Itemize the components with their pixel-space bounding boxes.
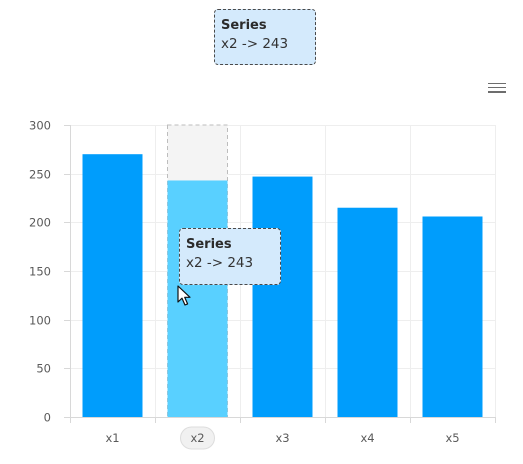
y-tick-label: 250 — [29, 168, 51, 182]
bar-x5[interactable] — [422, 216, 483, 417]
bar-x4[interactable] — [337, 207, 398, 417]
y-tick-label: 100 — [29, 314, 51, 328]
top-tooltip-value: x2 -> 243 — [221, 36, 289, 52]
x-tick-label: x5 — [445, 431, 459, 445]
y-tick-label: 50 — [36, 362, 51, 376]
x-tick-label: x2 — [190, 431, 204, 445]
bar-x1[interactable] — [82, 154, 143, 417]
y-tick-label: 300 — [29, 119, 51, 133]
y-tick-label: 0 — [44, 411, 51, 425]
bars — [82, 154, 483, 417]
bar-tooltip-value: x2 -> 243 — [186, 255, 254, 271]
axes — [64, 125, 496, 423]
top-tooltip: Series x2 -> 243 — [214, 9, 316, 65]
y-tick-label: 200 — [29, 216, 51, 230]
x-tick-label: x4 — [360, 431, 374, 445]
y-axis-tick-labels: 0 50 100 150 200 250 300 — [29, 119, 51, 425]
x-tick-highlight — [180, 426, 215, 450]
y-tick-label: 150 — [29, 265, 51, 279]
bar-tooltip: Series x2 -> 243 — [179, 228, 281, 285]
top-tooltip-title: Series — [221, 18, 267, 33]
mouse-cursor-icon — [177, 285, 191, 306]
x-tick-label: x3 — [275, 431, 289, 445]
hamburger-menu-icon[interactable] — [487, 80, 507, 96]
x-tick-label: x1 — [105, 431, 119, 445]
bar-tooltip-title: Series — [186, 237, 232, 252]
x-axis-tick-labels: x1 x2 x3 x4 x5 — [105, 426, 460, 450]
bar-x3[interactable] — [252, 176, 313, 417]
